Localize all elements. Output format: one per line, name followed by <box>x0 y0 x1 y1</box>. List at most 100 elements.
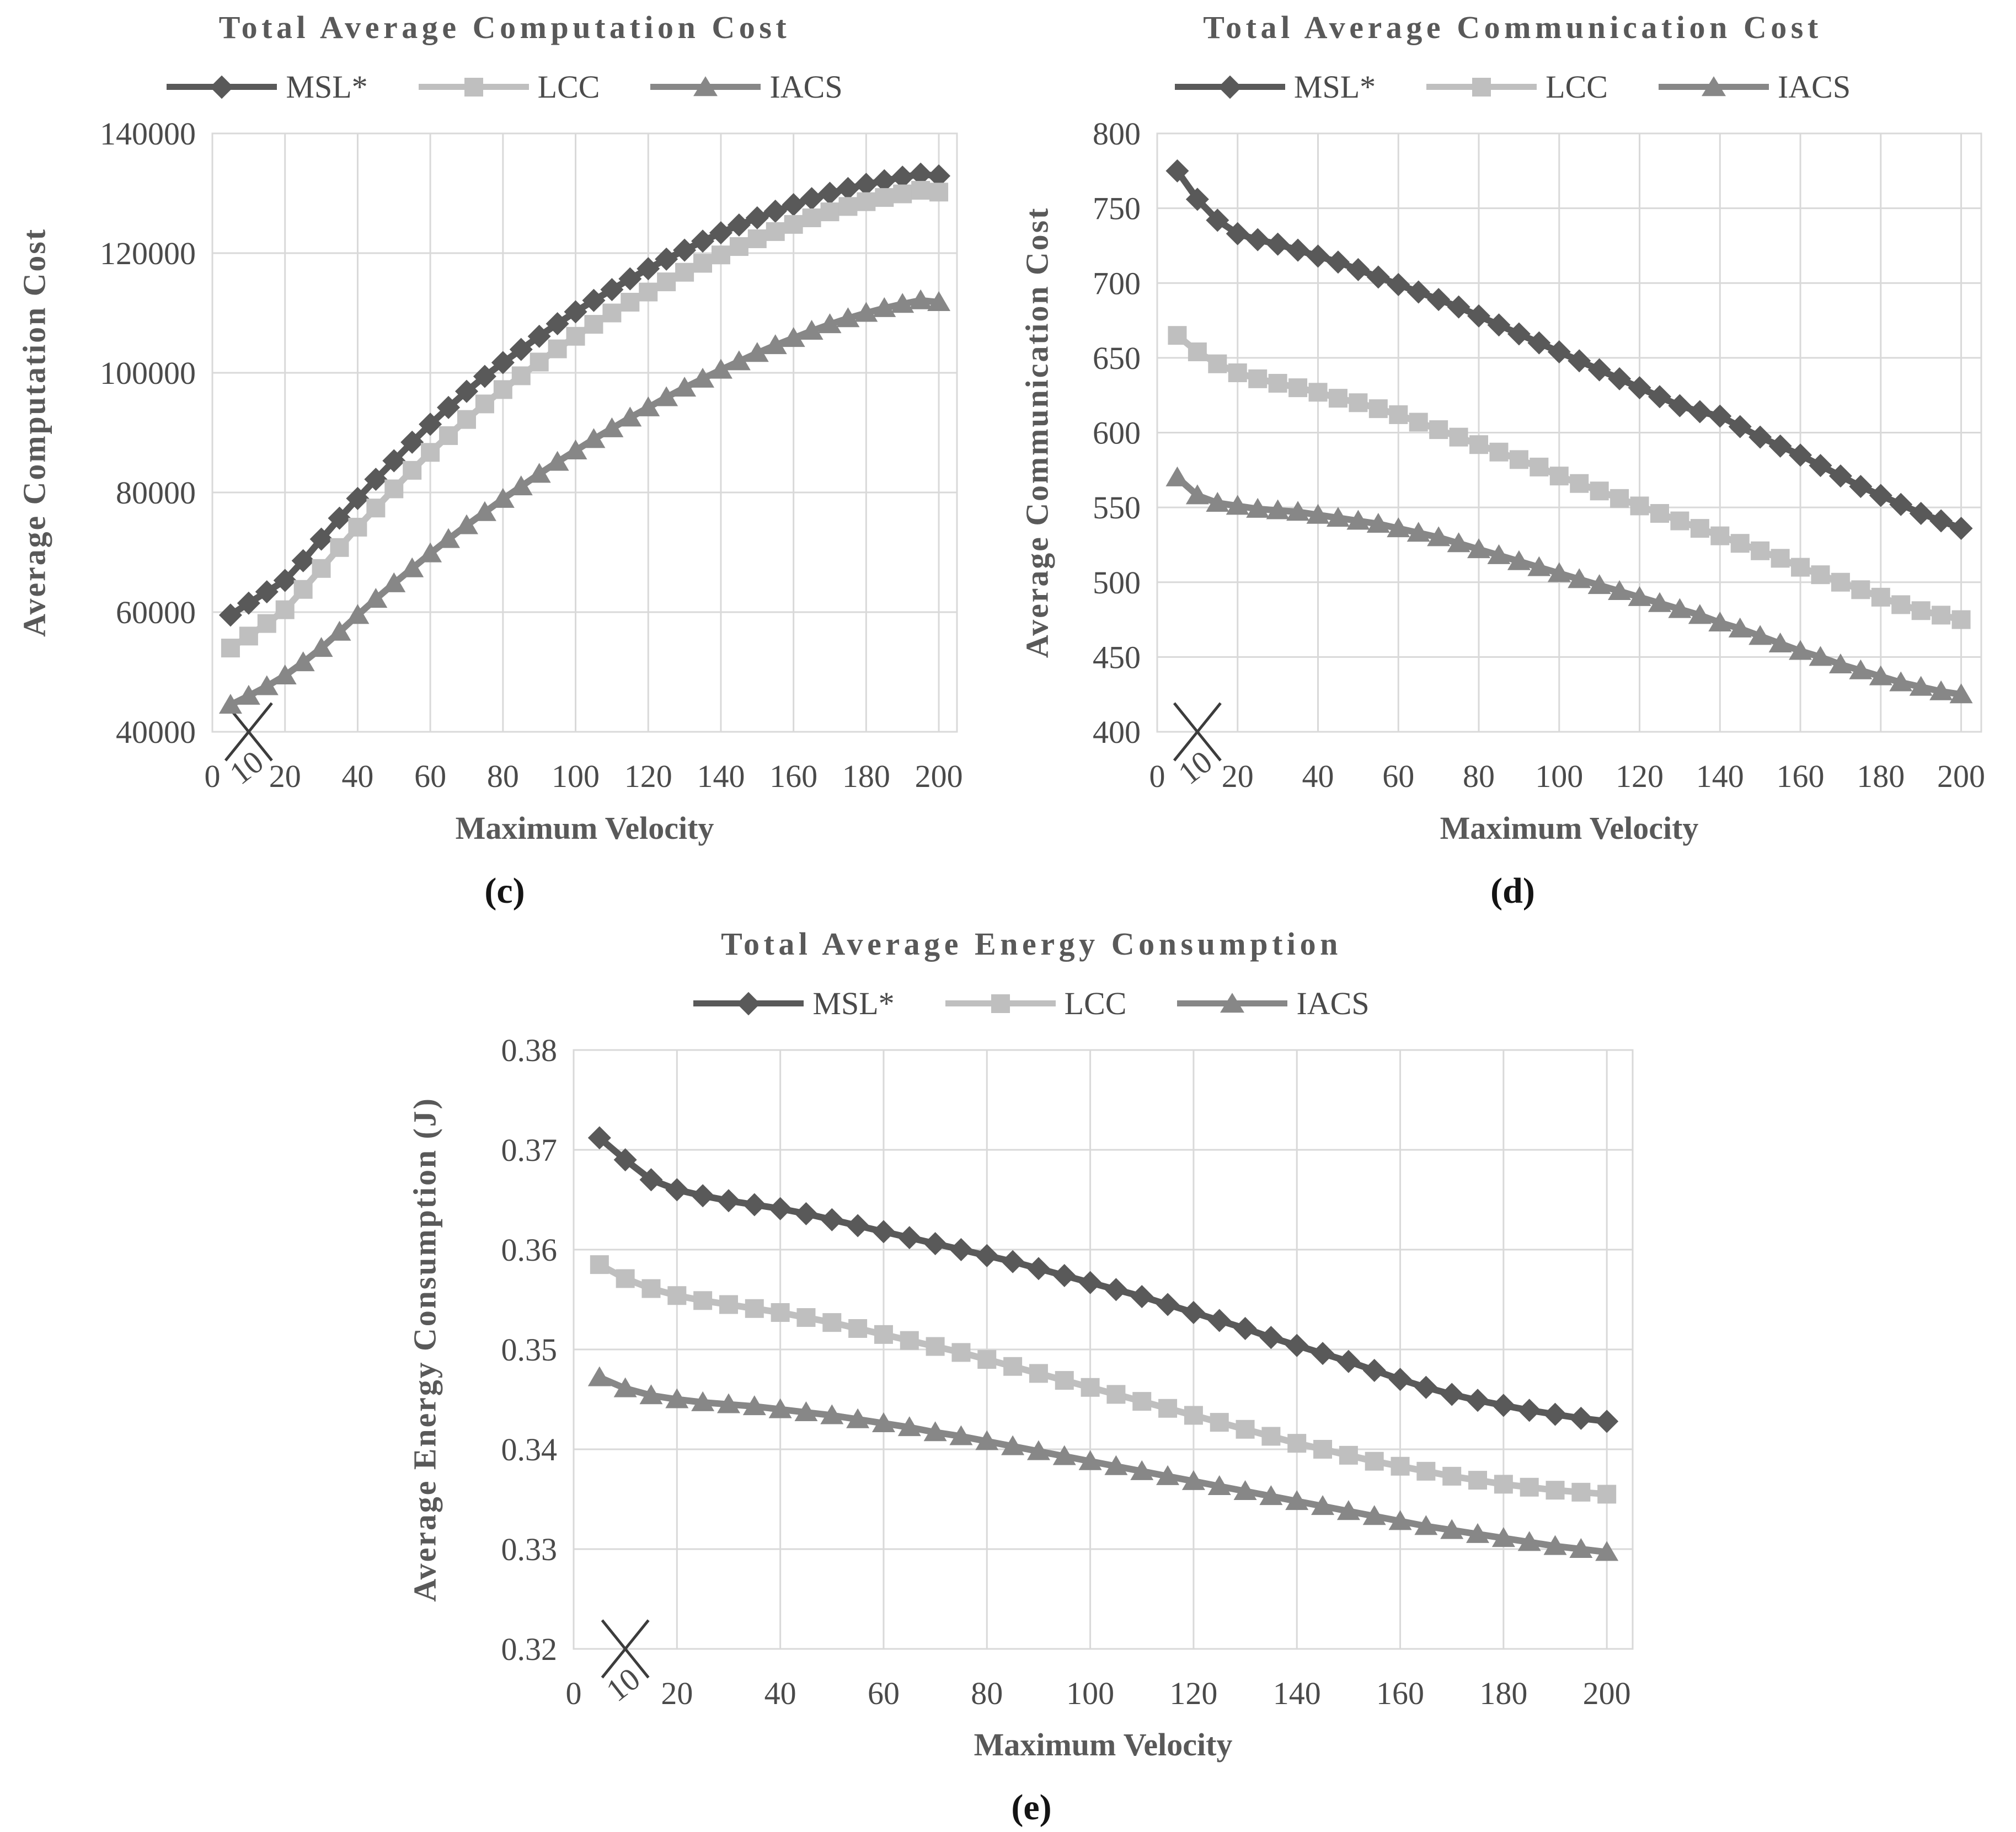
svg-text:160: 160 <box>1376 1675 1424 1711</box>
svg-text:600: 600 <box>1093 415 1141 451</box>
legend-item-iacs: IACS <box>1177 985 1370 1022</box>
svg-text:120: 120 <box>1169 1675 1217 1711</box>
legend-label: MSL* <box>1293 69 1376 105</box>
legend-item-lcc: LCC <box>418 68 600 105</box>
triangle-marker-icon <box>1701 76 1726 96</box>
svg-text:500: 500 <box>1093 565 1141 601</box>
square-marker-icon <box>991 994 1010 1013</box>
legend-line <box>945 994 1056 1013</box>
svg-text:0: 0 <box>205 758 221 794</box>
svg-text:0.32: 0.32 <box>501 1631 558 1667</box>
square-marker-icon <box>1472 77 1491 97</box>
legend-line <box>650 76 761 96</box>
svg-text:160: 160 <box>769 758 817 794</box>
square-marker-icon <box>464 77 483 97</box>
diamond-marker-icon <box>737 992 761 1015</box>
legend-item-iacs: IACS <box>650 68 843 105</box>
x-axis-title: Maximum Velocity <box>974 1727 1233 1763</box>
chart-communication-cost: Total Average Communication Cost MSL* LC… <box>1009 0 2016 915</box>
svg-text:80000: 80000 <box>116 475 196 511</box>
legend-line <box>1174 75 1285 99</box>
svg-text:120000: 120000 <box>100 235 196 271</box>
svg-text:0.37: 0.37 <box>501 1132 558 1168</box>
svg-text:120: 120 <box>1616 758 1664 794</box>
svg-text:40: 40 <box>1302 758 1334 794</box>
svg-text:160: 160 <box>1777 758 1825 794</box>
legend-item-iacs: IACS <box>1658 68 1851 105</box>
svg-text:60: 60 <box>1382 758 1414 794</box>
plot-area: 40000 60000 80000 100000 120000 140000 0 20 40 60… <box>100 116 963 794</box>
legend: MSL* LCC IACS <box>0 68 1009 105</box>
chart-title: Total Average Communication Cost <box>1203 9 1822 45</box>
svg-text:0: 0 <box>1149 758 1165 794</box>
svg-text:450: 450 <box>1093 639 1141 675</box>
legend-label: LCC <box>537 69 600 105</box>
svg-text:200: 200 <box>1583 1675 1631 1711</box>
svg-text:200: 200 <box>1937 758 1985 794</box>
svg-text:80: 80 <box>1463 758 1495 794</box>
legend-item-lcc: LCC <box>945 985 1126 1022</box>
diamond-marker-icon <box>210 75 234 99</box>
svg-text:80: 80 <box>971 1675 1003 1711</box>
svg-text:40: 40 <box>341 758 373 794</box>
x-axis-title: Maximum Velocity <box>455 810 714 846</box>
legend-line <box>1426 77 1537 97</box>
svg-text:0.36: 0.36 <box>501 1232 558 1268</box>
svg-text:180: 180 <box>1479 1675 1527 1711</box>
svg-text:100: 100 <box>1535 758 1583 794</box>
svg-text:700: 700 <box>1093 265 1141 301</box>
svg-text:0.34: 0.34 <box>501 1432 558 1467</box>
svg-text:180: 180 <box>842 758 890 794</box>
triangle-marker-icon <box>1220 992 1245 1013</box>
chart-computation-cost: Total Average Computation Cost MSL* LCC … <box>0 0 1009 915</box>
legend-item-lcc: LCC <box>1426 68 1608 105</box>
legend: MSL* LCC IACS <box>1009 68 2016 105</box>
svg-text:60: 60 <box>414 758 446 794</box>
legend-line <box>167 75 277 99</box>
svg-text:60000: 60000 <box>116 594 196 630</box>
legend-item-msl: MSL* <box>693 985 895 1022</box>
panel-label: (e) <box>1011 1787 1052 1828</box>
svg-text:120: 120 <box>624 758 672 794</box>
triangle-marker-icon <box>693 76 718 96</box>
svg-text:80: 80 <box>487 758 519 794</box>
legend-item-msl: MSL* <box>167 68 368 105</box>
svg-text:40: 40 <box>764 1675 796 1711</box>
svg-text:140: 140 <box>1696 758 1744 794</box>
legend-item-msl: MSL* <box>1174 68 1376 105</box>
legend-label: MSL* <box>812 985 895 1021</box>
svg-text:20: 20 <box>661 1675 693 1711</box>
legend-line <box>1658 76 1769 96</box>
svg-text:40000: 40000 <box>116 714 196 750</box>
panel-label: (d) <box>1490 871 1535 911</box>
svg-text:0: 0 <box>566 1675 582 1711</box>
svg-text:750: 750 <box>1093 191 1141 227</box>
legend-label: IACS <box>1296 985 1370 1021</box>
svg-text:140: 140 <box>1273 1675 1321 1711</box>
svg-text:20: 20 <box>269 758 301 794</box>
chart-energy-consumption: Total Average Energy Consumption MSL* LC… <box>342 917 1721 1832</box>
chart-title: Total Average Energy Consumption <box>721 926 1342 962</box>
svg-text:180: 180 <box>1857 758 1905 794</box>
svg-text:200: 200 <box>915 758 963 794</box>
svg-text:0.35: 0.35 <box>501 1332 558 1368</box>
plot-area: 400 450 500 550 600 650 700 750 800 0 20 40 60 80 100 1… <box>1093 116 1985 794</box>
svg-text:60: 60 <box>868 1675 900 1711</box>
svg-text:100: 100 <box>1066 1675 1114 1711</box>
panel-label: (c) <box>484 871 525 911</box>
legend-line <box>693 992 804 1015</box>
legend-label: IACS <box>769 69 843 105</box>
diamond-marker-icon <box>1218 75 1242 99</box>
legend-label: IACS <box>1777 69 1851 105</box>
legend-label: LCC <box>1546 69 1608 105</box>
legend-label: MSL* <box>286 69 368 105</box>
svg-text:100000: 100000 <box>100 355 196 391</box>
svg-text:140: 140 <box>697 758 745 794</box>
legend: MSL* LCC IACS <box>342 985 1721 1022</box>
svg-text:100: 100 <box>552 758 600 794</box>
svg-text:400: 400 <box>1093 714 1141 750</box>
chart-title: Total Average Computation Cost <box>218 9 791 45</box>
legend-line <box>1177 992 1288 1013</box>
plot-area: 0.32 0.33 0.34 0.35 0.36 0.37 0.38 0 20 40 60 80 100… <box>501 1032 1634 1711</box>
